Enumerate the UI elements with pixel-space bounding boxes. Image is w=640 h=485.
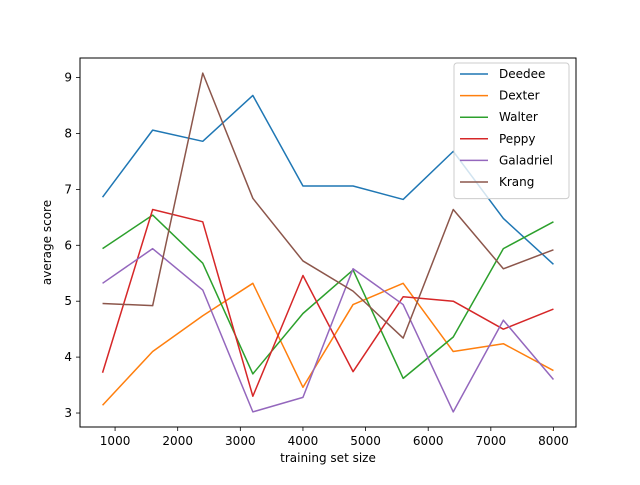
legend: Deedee Dexter Walter Peppy Galadriel Krang bbox=[453, 62, 570, 200]
x-tick-label: 6000 bbox=[413, 434, 444, 448]
x-tick-label: 3000 bbox=[225, 434, 256, 448]
x-tick-label: 7000 bbox=[476, 434, 507, 448]
series-line-galadriel bbox=[102, 247, 555, 413]
y-tick-label: 3 bbox=[64, 406, 72, 420]
ticks-layer: 1000 2000 3000 4000 5000 6000 7000 8000 3 4 5 6 7 8 9 bbox=[64, 71, 568, 448]
legend-box bbox=[453, 62, 570, 200]
x-axis-label: training set size bbox=[280, 451, 376, 465]
x-tick-label: 8000 bbox=[538, 434, 569, 448]
y-tick-label: 5 bbox=[64, 294, 72, 308]
x-tick-label: 5000 bbox=[350, 434, 381, 448]
legend-label-krang: Krang bbox=[499, 175, 534, 189]
y-tick-label: 8 bbox=[64, 126, 72, 140]
legend-label-peppy: Peppy bbox=[499, 132, 536, 146]
y-tick-label: 6 bbox=[64, 238, 72, 252]
x-tick-label: 4000 bbox=[288, 434, 319, 448]
series-line-dexter bbox=[102, 282, 554, 406]
legend-label-dexter: Dexter bbox=[499, 89, 540, 103]
x-tick-label: 2000 bbox=[162, 434, 193, 448]
y-tick-label: 9 bbox=[64, 71, 72, 85]
y-tick-label: 7 bbox=[64, 182, 72, 196]
series-line-walter bbox=[102, 214, 554, 380]
y-axis-label: average score bbox=[40, 200, 54, 285]
legend-label-walter: Walter bbox=[499, 110, 538, 124]
legend-label-deedee: Deedee bbox=[499, 67, 545, 81]
legend-label-galadriel: Galadriel bbox=[499, 153, 553, 167]
x-tick-label: 1000 bbox=[100, 434, 131, 448]
series-line-krang bbox=[102, 72, 554, 339]
y-tick-label: 4 bbox=[64, 350, 72, 364]
plot-frame bbox=[79, 57, 577, 428]
series-line-peppy bbox=[101, 208, 554, 397]
